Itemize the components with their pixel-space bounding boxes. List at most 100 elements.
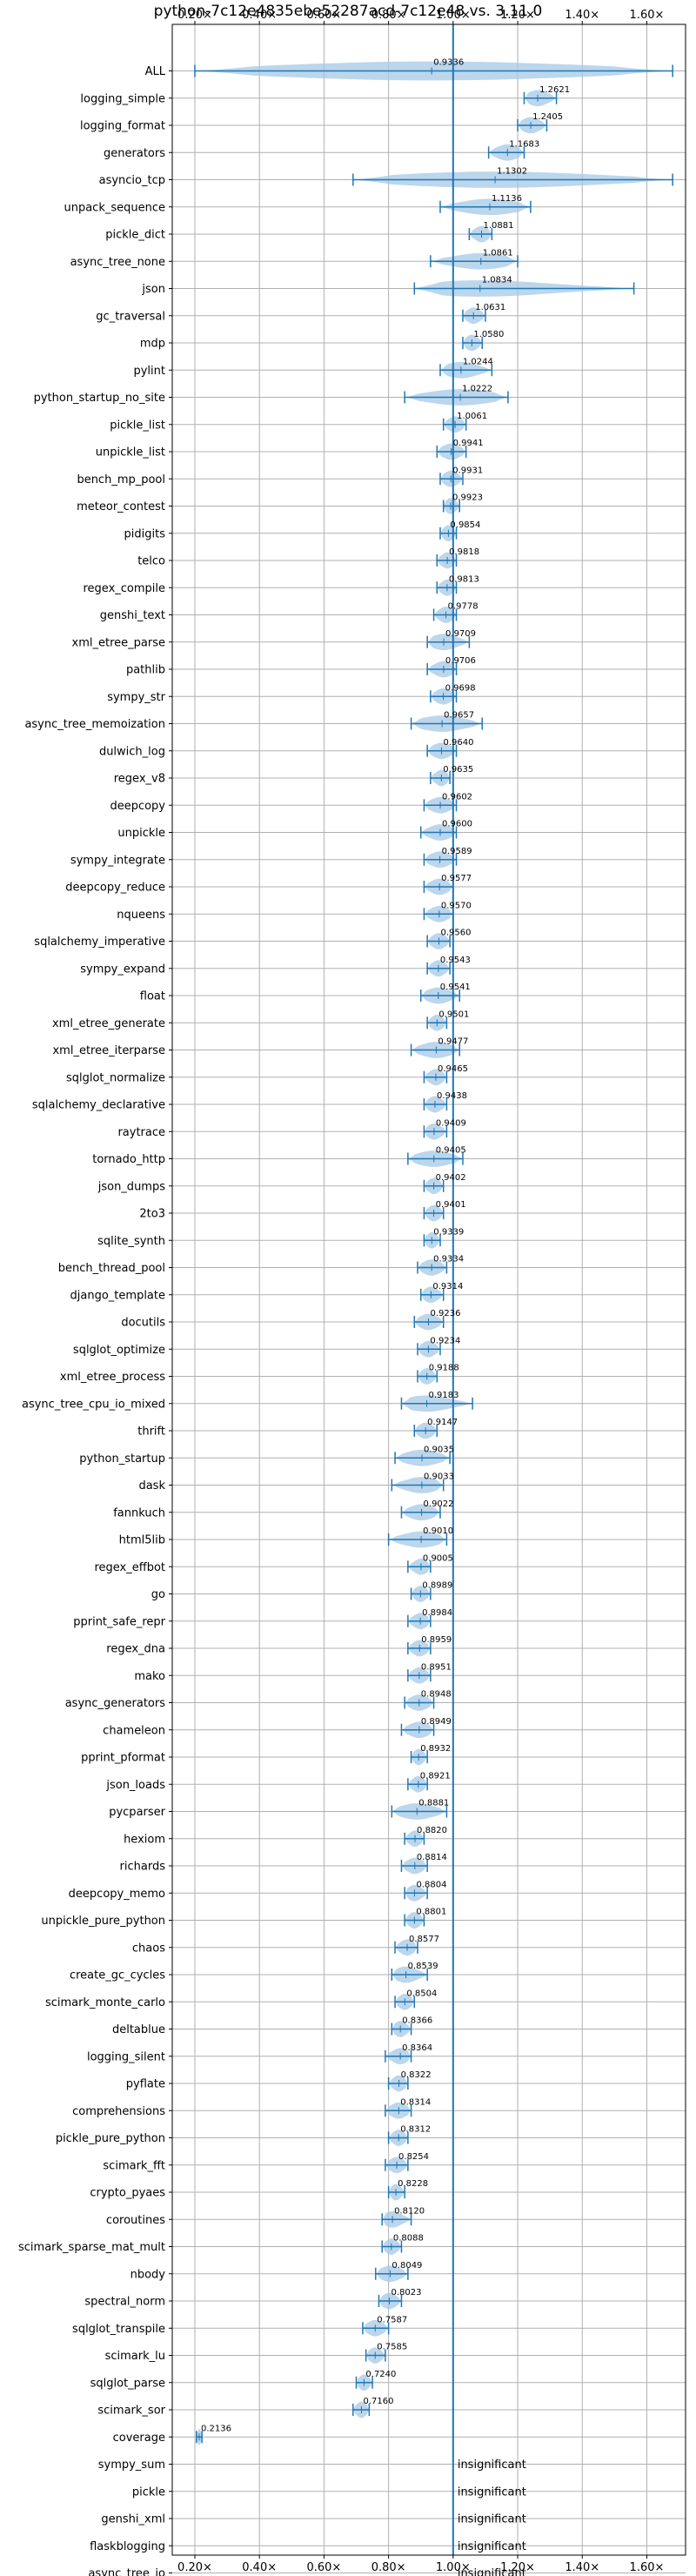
value-label: 0.8814	[417, 1853, 447, 1862]
benchmark-label: pylint	[133, 365, 165, 378]
benchmark-label: generators	[104, 147, 165, 160]
value-label: 0.9778	[448, 602, 478, 612]
benchmark-label: go	[151, 1588, 165, 1601]
benchmark-label: pycparser	[109, 1806, 165, 1819]
value-label: 0.8049	[392, 2261, 422, 2271]
benchmark-label: pickle_list	[110, 419, 165, 432]
x-tick-label-top: 0.20×	[177, 9, 212, 22]
value-label: 0.9234	[430, 1336, 460, 1345]
value-label: 0.9314	[432, 1282, 463, 1291]
benchmark-label: ALL	[145, 65, 166, 78]
benchmark-label: spectral_norm	[84, 2296, 165, 2309]
benchmark-label: deepcopy	[110, 800, 165, 813]
value-label: 0.8951	[421, 1662, 452, 1672]
x-tick-label-bottom: 1.00×	[436, 2561, 471, 2574]
value-label: 0.8804	[416, 1880, 446, 1889]
benchmark-label: sympy_sum	[98, 2459, 165, 2472]
value-label: 0.9635	[443, 765, 473, 775]
benchmark-label: regex_compile	[83, 582, 165, 595]
benchmark-label: scimark_lu	[105, 2350, 165, 2363]
benchmark-label: pickle	[132, 2485, 165, 2499]
value-label: 0.9183	[429, 1391, 459, 1400]
benchmark-label: json_dumps	[97, 1180, 165, 1193]
benchmark-label: json_loads	[105, 1779, 165, 1792]
benchmark-label: regex_v8	[114, 773, 165, 786]
benchmark-label: sqlalchemy_imperative	[34, 936, 165, 949]
benchmark-label: unpickle_list	[96, 446, 165, 460]
value-label: 0.9698	[445, 683, 476, 693]
value-label: 0.9402	[436, 1173, 466, 1183]
x-tick-label-bottom: 0.80×	[371, 2561, 406, 2574]
benchmark-label: xml_etree_generate	[52, 1017, 165, 1030]
benchmark-label: sqlglot_normalize	[66, 1071, 165, 1084]
benchmark-label: json	[141, 283, 165, 296]
value-label: 0.9339	[433, 1227, 464, 1237]
violin-layer	[194, 24, 673, 2555]
benchmark-label: crypto_pyaes	[90, 2187, 165, 2200]
value-label: 0.8023	[391, 2288, 421, 2298]
value-label: 0.9033	[424, 1472, 454, 1482]
x-tick-label-bottom: 0.20×	[177, 2561, 212, 2574]
benchmark-label: telco	[137, 555, 165, 568]
benchmark-label: nqueens	[117, 909, 165, 922]
value-label: 0.8881	[418, 1799, 449, 1808]
benchmark-label: scimark_fft	[103, 2159, 165, 2172]
benchmark-label: django_template	[70, 1289, 165, 1302]
value-label: 0.9501	[438, 1010, 469, 1019]
benchmark-label: regex_effbot	[94, 1561, 165, 1574]
value-label: 0.9401	[436, 1200, 466, 1210]
benchmark-label: python_startup	[79, 1452, 165, 1466]
benchmark-label: coroutines	[106, 2214, 165, 2227]
benchmark-label: 2to3	[139, 1208, 165, 1221]
benchmark-label: async_tree_memoization	[24, 718, 165, 731]
benchmark-label: dask	[138, 1479, 165, 1493]
benchmark-label: chameleon	[103, 1724, 165, 1737]
value-label: 0.9602	[442, 792, 472, 802]
value-label: 0.9409	[436, 1118, 466, 1128]
value-label: 0.8539	[408, 1962, 438, 1971]
benchmark-label: float	[140, 990, 165, 1003]
benchmark-label: tornado_http	[92, 1153, 165, 1166]
value-label: 0.8504	[406, 1989, 437, 1998]
value-label: 0.8932	[420, 1744, 451, 1754]
value-label: 1.1136	[492, 194, 522, 204]
value-label: 0.9477	[438, 1037, 468, 1047]
value-label: 0.9543	[440, 956, 471, 965]
benchmark-label: xml_etree_iterparse	[52, 1044, 165, 1057]
value-label: 0.9022	[424, 1499, 454, 1509]
value-label: 0.9589	[442, 847, 472, 856]
benchmark-label: logging_format	[80, 120, 165, 133]
value-label: 1.0834	[482, 276, 512, 285]
value-label: 0.2136	[201, 2424, 231, 2433]
insignificant-label: insignificant	[458, 2567, 526, 2576]
value-label: 0.8984	[422, 1608, 452, 1618]
insignificant-label: insignificant	[458, 2485, 526, 2499]
value-label: 0.9438	[437, 1091, 467, 1101]
value-label: 0.7240	[365, 2370, 396, 2379]
benchmark-label: async_tree_none	[70, 256, 165, 269]
plot-frame	[171, 23, 686, 2556]
benchmark-label: unpack_sequence	[64, 201, 165, 214]
benchmark-label: xml_etree_process	[60, 1371, 165, 1384]
benchmark-label: sympy_str	[107, 691, 165, 704]
value-label: 0.9570	[441, 901, 472, 910]
benchmark-label: xml_etree_parse	[72, 636, 165, 649]
benchmark-label: coverage	[113, 2432, 165, 2445]
value-label: 0.8228	[398, 2179, 428, 2189]
value-label: 0.9010	[423, 1526, 453, 1536]
benchmark-label: async_tree_cpu_io_mixed	[22, 1398, 165, 1411]
benchmark-label: unpickle_pure_python	[41, 1915, 165, 1928]
benchmark-label: regex_dna	[106, 1643, 165, 1656]
value-label: 1.0861	[483, 248, 513, 258]
value-label: 1.0244	[463, 357, 493, 366]
value-label: 0.8088	[393, 2234, 424, 2244]
x-tick-label-top: 0.80×	[371, 9, 406, 22]
value-label: 0.9706	[445, 656, 476, 666]
benchmark-label: sympy_expand	[80, 963, 165, 976]
benchmark-label: pprint_safe_repr	[73, 1615, 165, 1628]
benchmark-label: mdp	[140, 338, 165, 351]
x-tick-label-top: 1.20×	[500, 9, 535, 22]
value-label: 0.8254	[398, 2152, 429, 2162]
x-tick-label-bottom: 0.60×	[306, 2561, 341, 2574]
value-label: 0.9405	[436, 1146, 466, 1156]
